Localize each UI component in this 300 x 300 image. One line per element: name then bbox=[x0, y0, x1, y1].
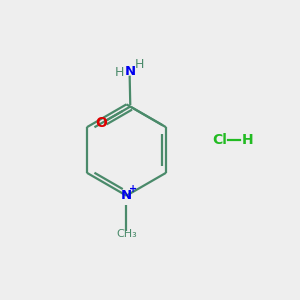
Text: Cl: Cl bbox=[212, 133, 226, 147]
Text: N: N bbox=[121, 189, 132, 202]
Text: O: O bbox=[95, 116, 107, 130]
Text: CH₃: CH₃ bbox=[116, 229, 137, 239]
Text: +: + bbox=[129, 184, 137, 194]
Text: H: H bbox=[242, 133, 253, 147]
Text: N: N bbox=[125, 65, 136, 78]
Text: H: H bbox=[134, 58, 144, 71]
Text: H: H bbox=[114, 66, 124, 79]
